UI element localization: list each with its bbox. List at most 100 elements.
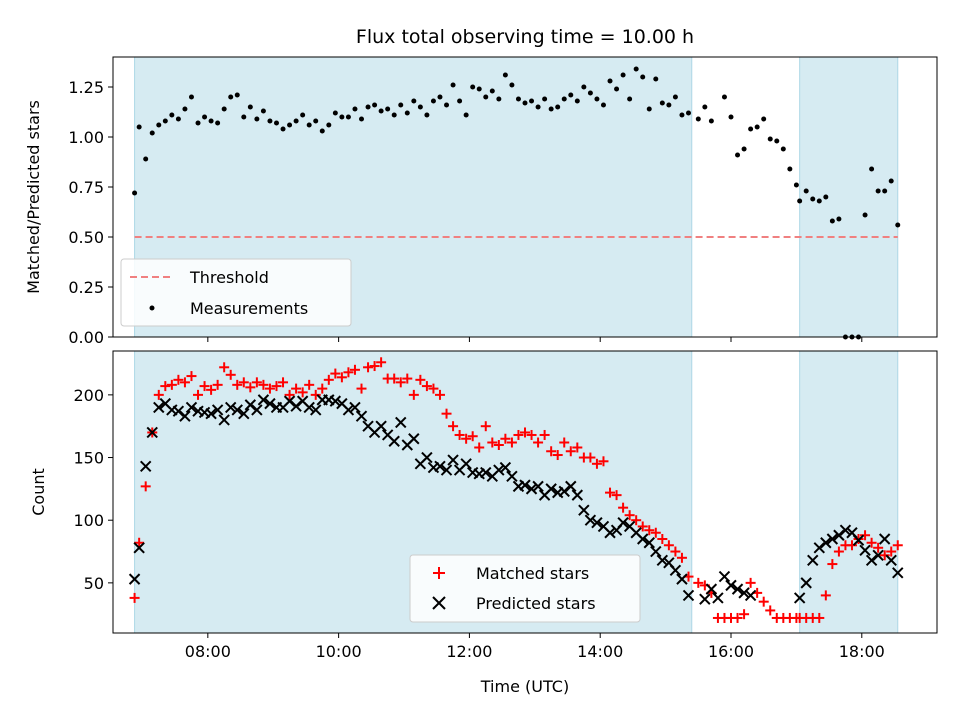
measurement-point [444, 102, 450, 108]
predicted-star-point [395, 416, 407, 429]
predicted-star-point [699, 593, 711, 605]
predicted-star-point [545, 483, 557, 495]
legend-matched-label: Matched stars [476, 564, 589, 583]
measurement-point [208, 118, 214, 124]
predicted-star-point [839, 524, 852, 536]
matched-star-point [323, 374, 334, 385]
y-tick-label: 1.00 [68, 128, 104, 147]
measurement-point [895, 222, 901, 228]
measurement-point [535, 104, 541, 110]
matched-star-point [618, 502, 629, 513]
matched-star-point [500, 433, 511, 444]
matched-star-point [258, 379, 269, 390]
x-tick-label: 08:00 [185, 642, 231, 661]
matched-star-point [402, 373, 413, 384]
measurement-point [175, 116, 181, 122]
legend-measurements-label: Measurements [190, 299, 308, 318]
measurement-point [542, 96, 548, 102]
top-legend: Threshold Measurements [120, 258, 352, 327]
predicted-star-point [172, 405, 185, 417]
matched-star-point [598, 456, 609, 467]
matched-star-point [454, 429, 465, 440]
matched-star-point [670, 546, 681, 557]
matched-star-point [336, 372, 347, 383]
predicted-star-point [434, 460, 446, 473]
predicted-star-point [591, 516, 603, 529]
predicted-star-point [731, 583, 744, 595]
matched-star-point [820, 590, 831, 601]
matched-star-point [395, 377, 406, 388]
matched-star-point [520, 427, 530, 438]
matched-star-point [526, 429, 537, 440]
measurement-point [332, 110, 338, 116]
predicted-star-point [712, 592, 724, 604]
matched-star-point [238, 377, 249, 388]
predicted-star-point [211, 404, 224, 416]
matched-star-point [284, 389, 295, 400]
measurement-point [313, 118, 319, 124]
matched-star-point [644, 525, 655, 536]
measurement-point [470, 84, 476, 90]
matched-star-point [310, 389, 321, 400]
matched-star-point [892, 540, 903, 551]
predicted-star-point [342, 404, 355, 416]
bottom-axes-frame [112, 350, 938, 634]
matched-star-point [199, 381, 210, 392]
measurement-point [574, 98, 580, 104]
predicted-star-point [676, 573, 688, 585]
predicted-star-point [303, 401, 315, 414]
predicted-star-point [225, 401, 237, 414]
matched-star-point [546, 446, 557, 457]
matched-star-point [428, 383, 439, 394]
predicted-star-point [506, 470, 518, 483]
measurement-point [319, 128, 325, 134]
matched-star-point [153, 389, 164, 400]
measurement-point [365, 104, 371, 110]
measurement-point [143, 156, 149, 162]
predicted-star-point [238, 407, 250, 420]
matched-star-point [506, 437, 517, 448]
y-tick-label: 0.25 [68, 278, 104, 297]
matched-star-point [219, 362, 230, 373]
predicted-star-point [852, 534, 865, 546]
matched-star-point [559, 437, 570, 448]
y-tick-label: 200 [73, 386, 104, 405]
matched-star-point [474, 442, 485, 453]
measurement-point [132, 190, 138, 196]
measurement-point [254, 116, 260, 122]
y-tick-label: 0.75 [68, 178, 104, 197]
chart-title: Flux total observing time = 10.00 h [356, 26, 694, 48]
shade-interval-1 [799, 56, 899, 338]
predicted-star-point [375, 420, 387, 432]
matched-star-point [657, 534, 668, 544]
predicted-star-point [290, 400, 302, 412]
predicted-star-point [349, 401, 361, 414]
matched-star-point [343, 367, 354, 378]
measurement-point [869, 166, 875, 172]
measurement-point [182, 106, 188, 112]
legend-threshold-label: Threshold [189, 268, 269, 287]
legend-measurements-swatch [149, 305, 155, 311]
predicted-star-point [257, 394, 270, 406]
measurement-point [293, 118, 299, 124]
measurement-point [787, 166, 793, 172]
predicted-star-point [892, 567, 904, 579]
matched-star-point [480, 421, 491, 432]
matched-star-point [278, 377, 289, 388]
measurement-point [162, 118, 168, 124]
predicted-star-point [139, 460, 152, 473]
predicted-star-point [440, 464, 453, 476]
matched-star-point [129, 592, 140, 603]
predicted-star-point [179, 410, 191, 422]
measurement-point [774, 138, 780, 144]
predicted-star-point [447, 454, 459, 466]
measurement-point [875, 188, 881, 194]
predicted-star-point [355, 410, 368, 422]
measurement-point [188, 94, 194, 100]
measurement-point [797, 198, 803, 204]
predicted-star-point [558, 485, 570, 498]
predicted-star-point [865, 554, 878, 567]
matched-star-point [585, 452, 596, 463]
x-tick-label: 12:00 [446, 642, 492, 661]
measurement-point [646, 106, 652, 112]
